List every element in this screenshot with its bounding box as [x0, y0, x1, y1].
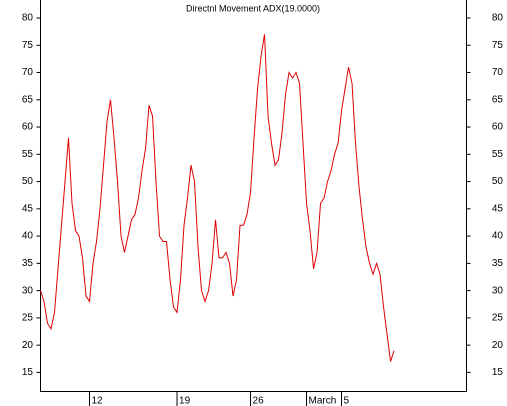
y2-tick-label: 70 — [492, 67, 504, 78]
y2-tick-label: 45 — [492, 203, 504, 214]
y2-tick-label: 60 — [492, 122, 504, 133]
y-tick-label: 70 — [22, 67, 34, 78]
y2-tick-label: 80 — [492, 13, 504, 24]
y-tick-label: 20 — [22, 340, 34, 351]
y-tick-label: 15 — [22, 367, 34, 378]
y-tick-label: 55 — [22, 149, 34, 160]
y-tick-label: 75 — [22, 40, 34, 51]
y-tick-label: 25 — [22, 313, 34, 324]
y2-tick-label: 25 — [492, 313, 504, 324]
y2-tick-label: 15 — [492, 367, 504, 378]
y2-tick-label: 35 — [492, 258, 504, 269]
y-tick-label: 45 — [22, 203, 34, 214]
y-tick-label: 65 — [22, 94, 34, 105]
y-tick-label: 35 — [22, 258, 34, 269]
chart-title: Directnl Movement ADX(19.0000) — [186, 3, 320, 13]
x-tick-label: 12 — [92, 396, 104, 406]
y-tick-label: 60 — [22, 122, 34, 133]
y2-tick-label: 40 — [492, 231, 504, 242]
y-tick-label: 50 — [22, 176, 34, 187]
y2-tick-label: 75 — [492, 40, 504, 51]
data-line — [40, 34, 395, 362]
y2-tick-label: 65 — [492, 94, 504, 105]
y2-tick-label: 50 — [492, 176, 504, 187]
y2-tick-label: 55 — [492, 149, 504, 160]
y2-tick-label: 30 — [492, 285, 504, 296]
x-tick-label: March — [309, 396, 337, 406]
x-tick-label: 19 — [179, 396, 191, 406]
y-tick-label: 80 — [22, 13, 34, 24]
x-tick-label: 5 — [344, 396, 350, 406]
x-tick-label: 26 — [253, 396, 265, 406]
y-tick-label: 40 — [22, 231, 34, 242]
y-tick-label: 30 — [22, 285, 34, 296]
y2-tick-label: 20 — [492, 340, 504, 351]
